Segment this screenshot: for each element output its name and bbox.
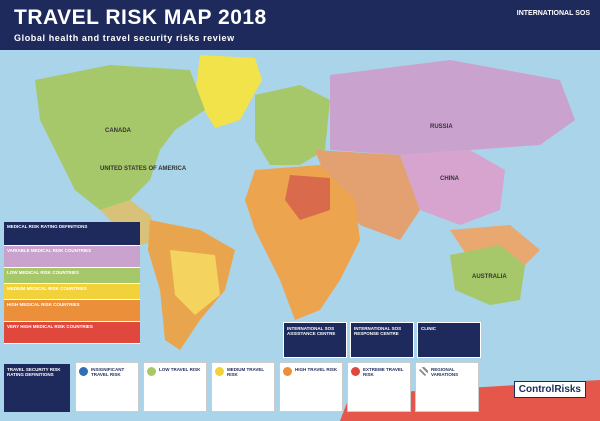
country-label: CHINA (440, 176, 460, 182)
legend-row: VARIABLE MEDICAL RISK COUNTRIES (4, 246, 140, 268)
info-box: CLINIC (417, 322, 481, 358)
card-label: HIGH TRAVEL RISK (295, 367, 338, 372)
country-label: RUSSIA (430, 124, 453, 130)
legend-row: MEDIUM MEDICAL RISK COUNTRIES (4, 284, 140, 300)
logo: ControlRisks (513, 381, 586, 398)
legend-row: VERY HIGH MEDICAL RISK COUNTRIES (4, 322, 140, 344)
security-definitions: TRAVEL SECURITY RISK RATING DEFINITIONS (4, 364, 70, 412)
risk-cards: INSIGNIFICANT TRAVEL RISK LOW TRAVEL RIS… (75, 362, 479, 412)
country-label: CANADA (105, 128, 132, 134)
info-box: INTERNATIONAL SOS ASSISTANCE CENTRE (283, 322, 347, 358)
info-boxes: INTERNATIONAL SOS ASSISTANCE CENTRE INTE… (283, 322, 481, 358)
risk-card: LOW TRAVEL RISK (143, 362, 207, 412)
card-label: LOW TRAVEL RISK (159, 367, 201, 372)
brand: INTERNATIONAL SOS (516, 10, 590, 17)
middle-east-asia (315, 150, 420, 240)
country-label: AUSTRALIA (472, 274, 507, 280)
header: TRAVEL RISK MAP 2018 Global health and t… (0, 0, 600, 50)
risk-card: HIGH TRAVEL RISK (279, 362, 343, 412)
north-america (35, 65, 205, 210)
legend-row: HIGH MEDICAL RISK COUNTRIES (4, 300, 140, 322)
risk-card: MEDIUM TRAVEL RISK (211, 362, 275, 412)
world-map: CANADA UNITED STATES OF AMERICA RUSSIA C… (35, 55, 600, 421)
risk-card: INSIGNIFICANT TRAVEL RISK (75, 362, 139, 412)
info-box: INTERNATIONAL SOS RESPONSE CENTRE (350, 322, 414, 358)
north-africa (285, 175, 330, 220)
card-label: REGIONAL VARIATIONS (431, 367, 459, 377)
europe (255, 85, 330, 165)
country-label: UNITED STATES OF AMERICA (100, 166, 187, 172)
greenland (195, 55, 262, 128)
africa (245, 165, 360, 320)
legend-row: LOW MEDICAL RISK COUNTRIES (4, 268, 140, 284)
card-label: MEDIUM TRAVEL RISK (227, 367, 265, 377)
risk-card: REGIONAL VARIATIONS (415, 362, 479, 412)
china (400, 150, 505, 225)
title: TRAVEL RISK MAP 2018 (14, 6, 267, 29)
legend-heading: MEDICAL RISK RATING DEFINITIONS (4, 222, 140, 246)
card-label: INSIGNIFICANT TRAVEL RISK (91, 367, 125, 377)
risk-card: EXTREME TRAVEL RISK (347, 362, 411, 412)
brazil (170, 250, 220, 315)
australia (450, 245, 525, 305)
subtitle: Global health and travel security risks … (14, 33, 235, 43)
russia (330, 60, 575, 155)
medical-legend: MEDICAL RISK RATING DEFINITIONS VARIABLE… (4, 222, 140, 344)
card-label: EXTREME TRAVEL RISK (363, 367, 404, 377)
